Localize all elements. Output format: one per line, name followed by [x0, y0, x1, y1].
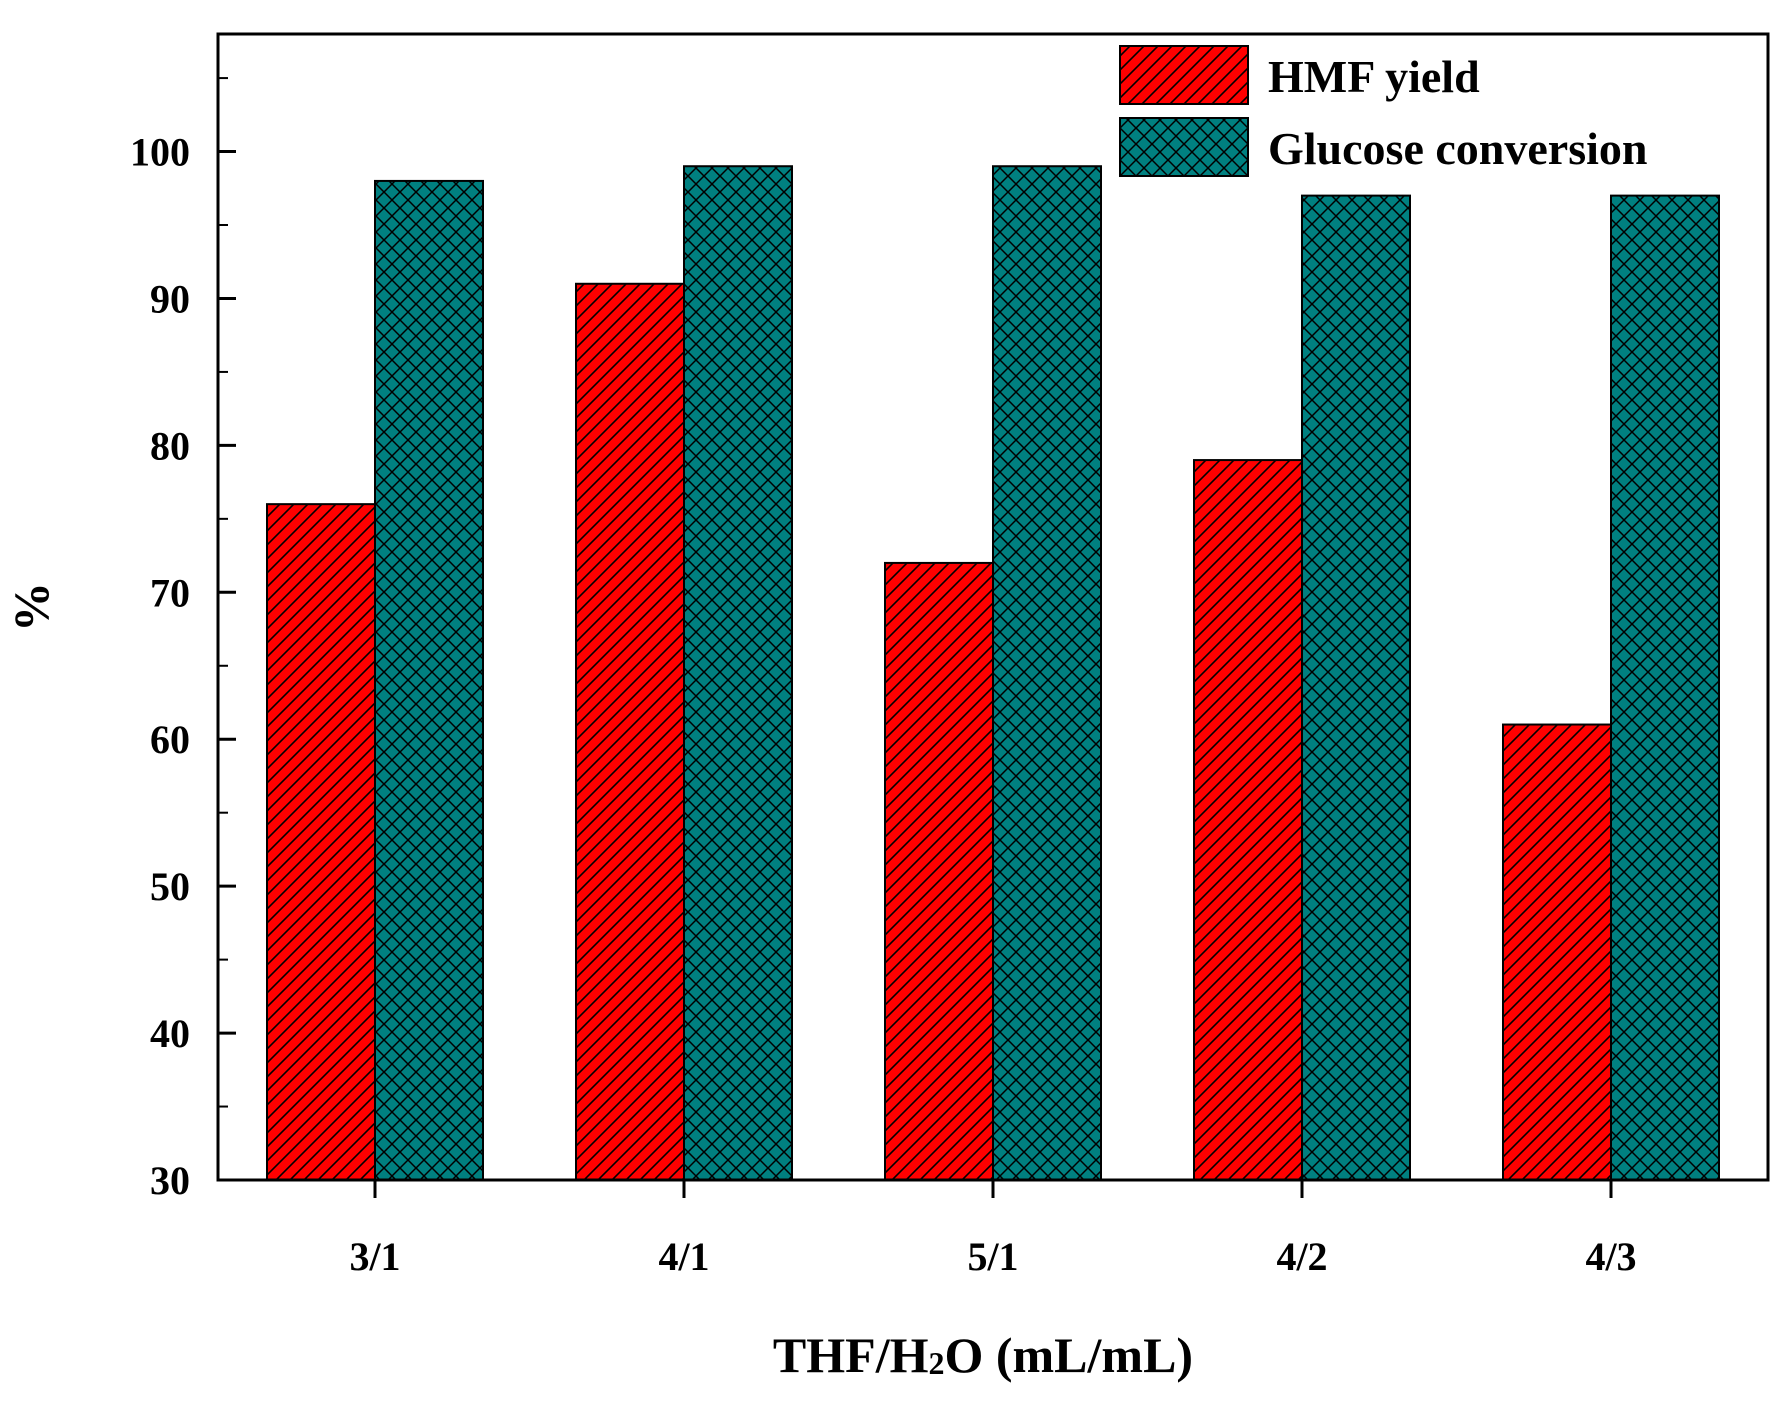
- y-axis: 30 40 50 60 70 80 90 100: [130, 77, 236, 1203]
- x-tick-label-4-3: 4/3: [1585, 1234, 1636, 1279]
- y-tick-label-100: 100: [130, 130, 190, 175]
- bars-layer: [266, 165, 1720, 1182]
- bar-hmf-yield-4-3: [1502, 723, 1612, 1181]
- y-axis-title: %: [3, 582, 59, 632]
- bar-glucose-conversion-5-1: [992, 165, 1102, 1181]
- y-tick-label-80: 80: [150, 423, 190, 468]
- bar-glucose-conversion-4-3: [1610, 194, 1720, 1182]
- x-axis-title-suffix: O (mL/mL): [944, 1327, 1193, 1383]
- x-tick-label-4-2: 4/2: [1276, 1234, 1327, 1279]
- x-tick-label-4-1: 4/1: [658, 1234, 709, 1279]
- y-tick-label-90: 90: [150, 276, 190, 321]
- x-axis-title-prefix: THF/H: [773, 1327, 929, 1383]
- y-tick-label-60: 60: [150, 717, 190, 762]
- bar-glucose-conversion-4-2: [1301, 194, 1411, 1182]
- legend-label-glucose-conversion: Glucose conversion: [1268, 123, 1647, 174]
- legend-swatch-hmf-yield: [1119, 45, 1249, 105]
- legend: HMF yield Glucose conversion: [1119, 45, 1647, 177]
- bar-glucose-conversion-4-1: [683, 165, 793, 1181]
- bar-hmf-yield-4-1: [575, 282, 685, 1181]
- x-tick-label-3-1: 3/1: [349, 1234, 400, 1279]
- x-axis-title-subscript: 2: [928, 1345, 944, 1381]
- bar-hmf-yield-5-1: [884, 561, 994, 1181]
- y-tick-label-70: 70: [150, 570, 190, 615]
- legend-label-hmf-yield: HMF yield: [1268, 51, 1480, 102]
- y-tick-label-50: 50: [150, 864, 190, 909]
- x-axis-title: THF/H2O (mL/mL): [773, 1327, 1193, 1383]
- bar-hmf-yield-3-1: [266, 503, 376, 1181]
- legend-swatch-glucose-conversion: [1119, 117, 1249, 177]
- x-axis: 3/1 4/1 5/1 4/2 4/3: [349, 1180, 1637, 1279]
- bar-glucose-conversion-3-1: [374, 179, 484, 1181]
- bar-hmf-yield-4-2: [1193, 459, 1303, 1182]
- x-tick-label-5-1: 5/1: [967, 1234, 1018, 1279]
- y-tick-label-40: 40: [150, 1011, 190, 1056]
- y-tick-label-30: 30: [150, 1158, 190, 1203]
